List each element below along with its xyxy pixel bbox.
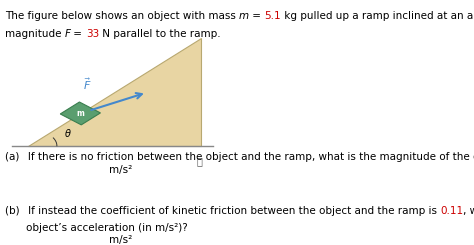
Text: (b)  If instead the coefficient of kinetic friction between the object and the r: (b) If instead the coefficient of kineti… — [5, 206, 440, 216]
Text: (a)  If there is no friction between the object and the ramp, what is the magnit: (a) If there is no friction between the … — [5, 152, 474, 162]
Bar — [60, 102, 100, 125]
Text: F: F — [64, 29, 71, 39]
Text: The figure below shows an object with mass: The figure below shows an object with ma… — [5, 11, 239, 21]
Text: , what is the magnitude of the: , what is the magnitude of the — [463, 206, 474, 216]
Text: 33: 33 — [86, 29, 99, 39]
Text: 5.1: 5.1 — [264, 11, 281, 21]
Polygon shape — [28, 38, 201, 146]
Text: m: m — [76, 109, 84, 118]
Text: ⓘ: ⓘ — [196, 157, 202, 167]
Text: m/s²: m/s² — [109, 235, 132, 245]
Text: m/s²: m/s² — [109, 165, 132, 175]
Text: $\theta$: $\theta$ — [64, 127, 72, 139]
Text: 0.11: 0.11 — [440, 206, 463, 216]
Text: magnitude: magnitude — [5, 29, 64, 39]
Text: kg pulled up a ramp inclined at an angle of: kg pulled up a ramp inclined at an angle… — [281, 11, 474, 21]
Text: =: = — [71, 29, 86, 39]
Text: $\vec{F}$: $\vec{F}$ — [83, 76, 91, 92]
Text: m: m — [239, 11, 249, 21]
Text: object’s acceleration (in m/s²)?: object’s acceleration (in m/s²)? — [26, 223, 188, 233]
Text: N parallel to the ramp.: N parallel to the ramp. — [99, 29, 220, 39]
Text: =: = — [249, 11, 264, 21]
